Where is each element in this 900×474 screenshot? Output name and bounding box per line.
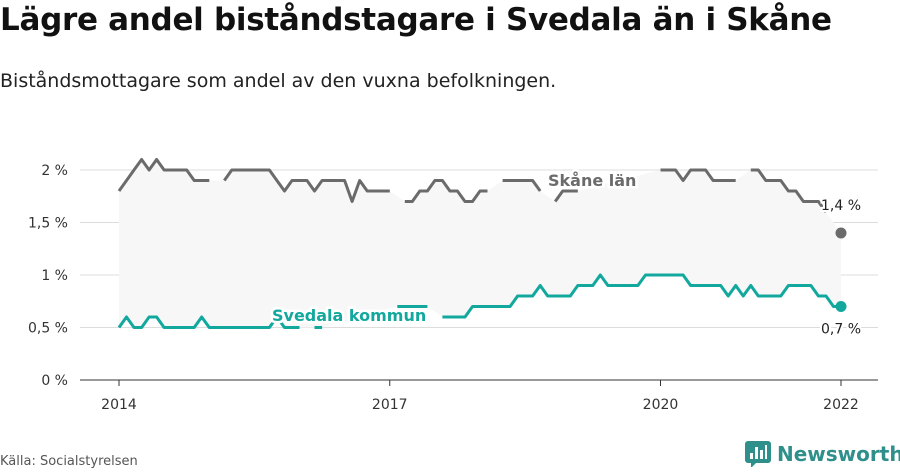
brand-logo[interactable]: Newsworthy [745,441,900,467]
y-tick-label: 2 % [41,163,68,179]
line-chart: 0 % 0,5 % 1 % 1,5 % 2 % 2014 2017 2020 2022 1,4 %… [28,0,878,413]
series-line-svedala [117,273,841,329]
bar-chart-logo-icon [745,441,771,467]
end-point-skane [835,227,847,239]
end-value-label-skane: 1,4 % [821,198,861,214]
y-tick-label: 0,5 % [28,321,68,337]
end-point-svedala [835,301,847,312]
x-tick-label: 2020 [643,397,679,413]
x-tick-label: 2022 [823,397,859,413]
y-tick-label: 1,5 % [28,216,68,232]
y-tick-label: 1 % [41,268,68,284]
series-label-skane: Skåne län [548,171,636,190]
x-tick-label: 2014 [101,397,137,413]
x-tick-label: 2017 [372,397,408,413]
brand-name: Newsworthy [777,442,900,466]
y-tick-label: 0 % [41,373,68,389]
series-label-svedala: Svedala kommun [272,306,426,325]
area-band [119,159,841,328]
chart-subtitle: Biståndsmottagare som andel av den vuxna… [0,70,557,92]
end-value-label-svedala: 0,7 % [821,322,861,338]
source-note: Källa: Socialstyrelsen [0,454,138,469]
chart-title: Lägre andel biståndstagare i Svedala än … [0,2,832,38]
